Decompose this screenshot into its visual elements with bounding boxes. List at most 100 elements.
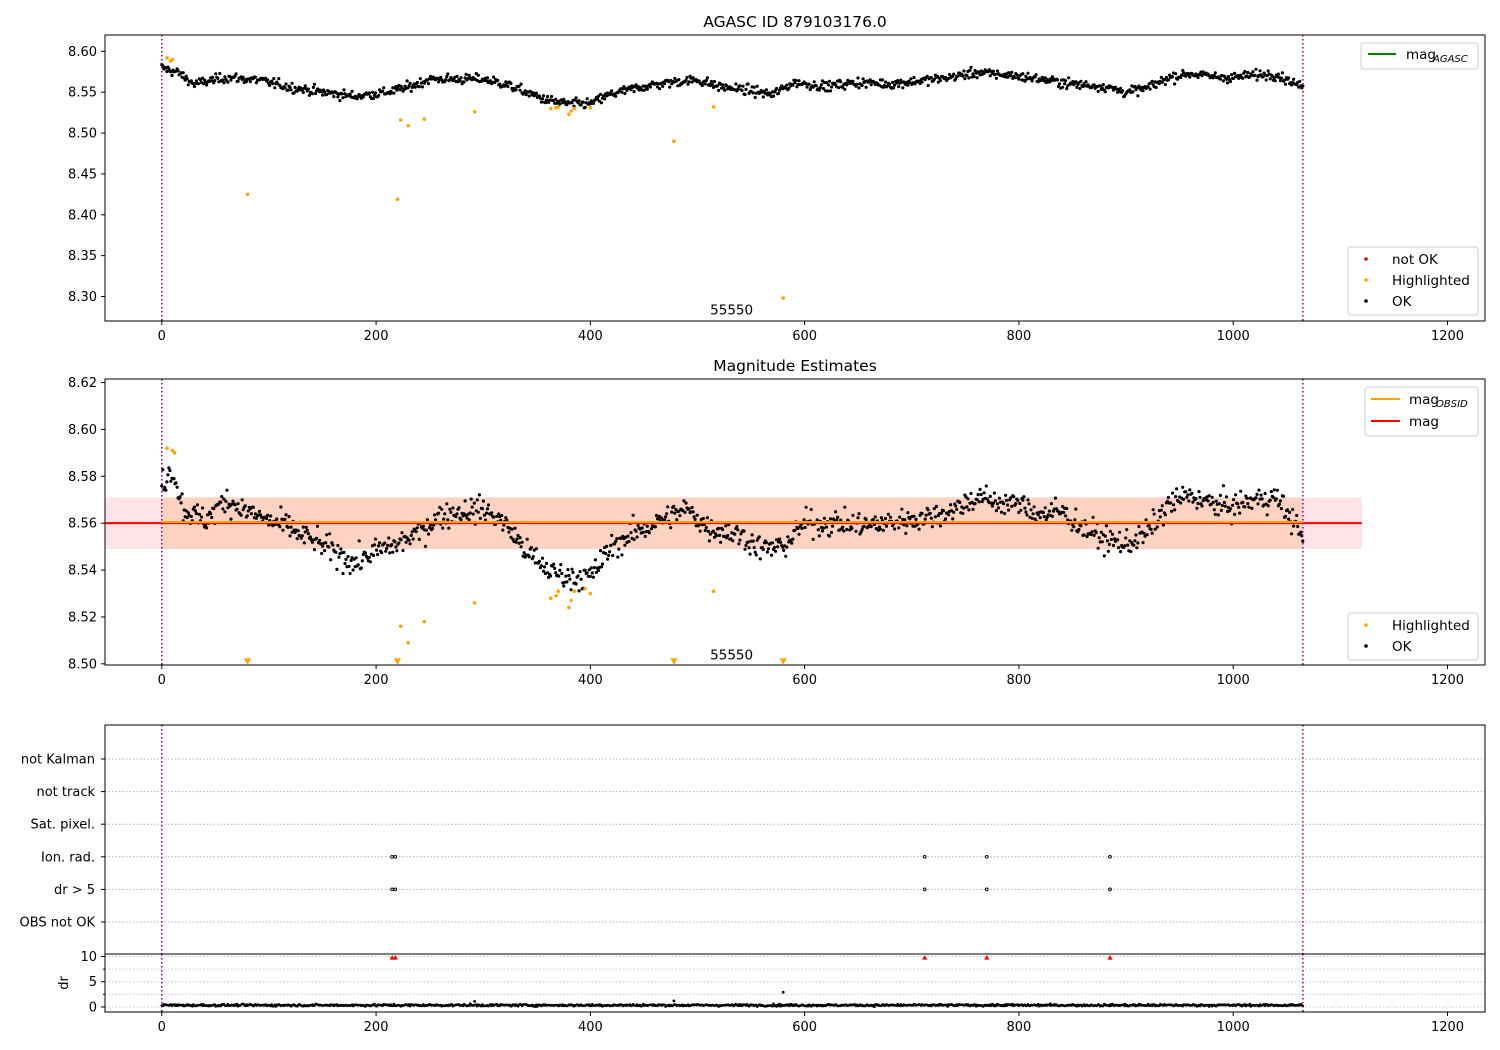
data-point-ok (932, 507, 936, 511)
data-point-ok (249, 512, 253, 516)
data-point-ok (1064, 514, 1068, 518)
data-point-ok (219, 500, 223, 504)
data-point-ok (1101, 83, 1105, 87)
data-point-clipped (243, 658, 252, 665)
data-point-ok (335, 567, 339, 572)
data-point-ok (592, 566, 597, 570)
data-point-ok (704, 526, 708, 530)
data-point-ok (1191, 500, 1195, 504)
data-point-ok (458, 79, 462, 83)
data-point-ok (607, 553, 611, 558)
data-point-ok (372, 543, 377, 547)
data-point-ok (997, 496, 1002, 500)
data-point-ok (693, 517, 697, 522)
data-point-ok (241, 508, 245, 512)
data-point-ok (717, 526, 721, 531)
data-point-ok (884, 524, 889, 528)
data-point-ok (378, 541, 382, 545)
data-point-ok (1254, 67, 1258, 71)
data-point-ok (1100, 86, 1104, 90)
data-point-ok (766, 547, 771, 551)
data-point-ok (1042, 515, 1046, 519)
data-point-ok (703, 528, 707, 533)
data-point-ok (226, 506, 230, 510)
data-point-ok (321, 544, 325, 548)
data-point-ok (430, 527, 435, 531)
data-point-ok (1079, 79, 1083, 83)
data-point-ok (993, 499, 998, 503)
data-point-ok (1100, 540, 1104, 544)
data-point-highlighted (172, 451, 177, 455)
data-point-ok (1160, 504, 1164, 508)
flag-marker (1108, 854, 1112, 859)
data-point-highlighted (548, 106, 553, 111)
data-point-ok (290, 81, 294, 85)
data-point-ok (1188, 75, 1192, 79)
data-point-ok (664, 515, 668, 519)
data-point-ok (209, 512, 213, 516)
data-point-ok (1228, 79, 1233, 84)
data-point-ok (1079, 524, 1083, 528)
data-point-ok (192, 505, 196, 509)
data-point-ok (815, 518, 819, 522)
data-point-ok (641, 530, 645, 535)
data-point-ok (527, 94, 531, 98)
data-point-ok (917, 527, 921, 531)
data-point-ok (496, 78, 500, 82)
data-point-ok (682, 499, 686, 503)
data-point-ok (1017, 510, 1021, 515)
data-point-ok (871, 518, 875, 522)
data-point-ok (1298, 79, 1302, 83)
legend-markers (1347, 612, 1479, 661)
data-point-ok (977, 500, 981, 504)
data-point-ok (601, 94, 606, 98)
data-point-ok (442, 517, 446, 521)
data-point-ok (816, 528, 820, 532)
data-point-ok (280, 517, 284, 521)
data-point-ok (258, 513, 263, 517)
data-point-ok (327, 545, 331, 549)
data-point-ok (1260, 497, 1264, 501)
flag-marker (1108, 887, 1112, 892)
flag-row-label: OBS not OK (20, 916, 96, 931)
data-point-ok (827, 534, 832, 538)
data-point-ok (743, 92, 747, 97)
data-point-ok (819, 83, 824, 87)
data-point-ok (1070, 528, 1074, 532)
data-point-ok (520, 540, 524, 544)
data-point-ok (829, 530, 834, 535)
x-tick-label: 200 (364, 673, 389, 688)
data-point-ok (971, 72, 975, 76)
data-point-ok (1159, 508, 1163, 512)
data-point-ok (826, 83, 831, 87)
data-point-ok (705, 516, 710, 520)
data-point-ok (1024, 510, 1028, 514)
data-point-ok (544, 98, 549, 102)
data-point-ok (571, 570, 575, 575)
data-point-ok (862, 524, 866, 529)
data-point-highlighted (569, 109, 573, 113)
data-point-ok (427, 526, 432, 530)
data-point-ok (192, 84, 196, 89)
data-point-ok (343, 561, 347, 566)
data-point-ok (1198, 495, 1202, 499)
data-point-ok (709, 79, 714, 84)
data-point-ok (559, 563, 563, 567)
data-point-ok (1239, 489, 1243, 493)
data-point-ok (222, 81, 226, 85)
data-point-highlighted (406, 123, 411, 128)
y-tick-label: 8.50 (68, 657, 97, 672)
data-point-ok (1023, 79, 1027, 83)
data-point-ok (340, 92, 344, 96)
data-point-ok (841, 525, 845, 529)
data-point-ok (1062, 510, 1066, 515)
data-point-ok (301, 525, 305, 529)
flag-marker (922, 887, 927, 892)
data-point-ok (310, 92, 314, 96)
data-point-ok (1125, 528, 1129, 532)
data-point-ok (1234, 493, 1238, 497)
data-point-ok (234, 72, 238, 76)
data-point-ok (284, 82, 288, 86)
data-point-ok (462, 80, 466, 84)
data-point-ok (318, 538, 322, 542)
